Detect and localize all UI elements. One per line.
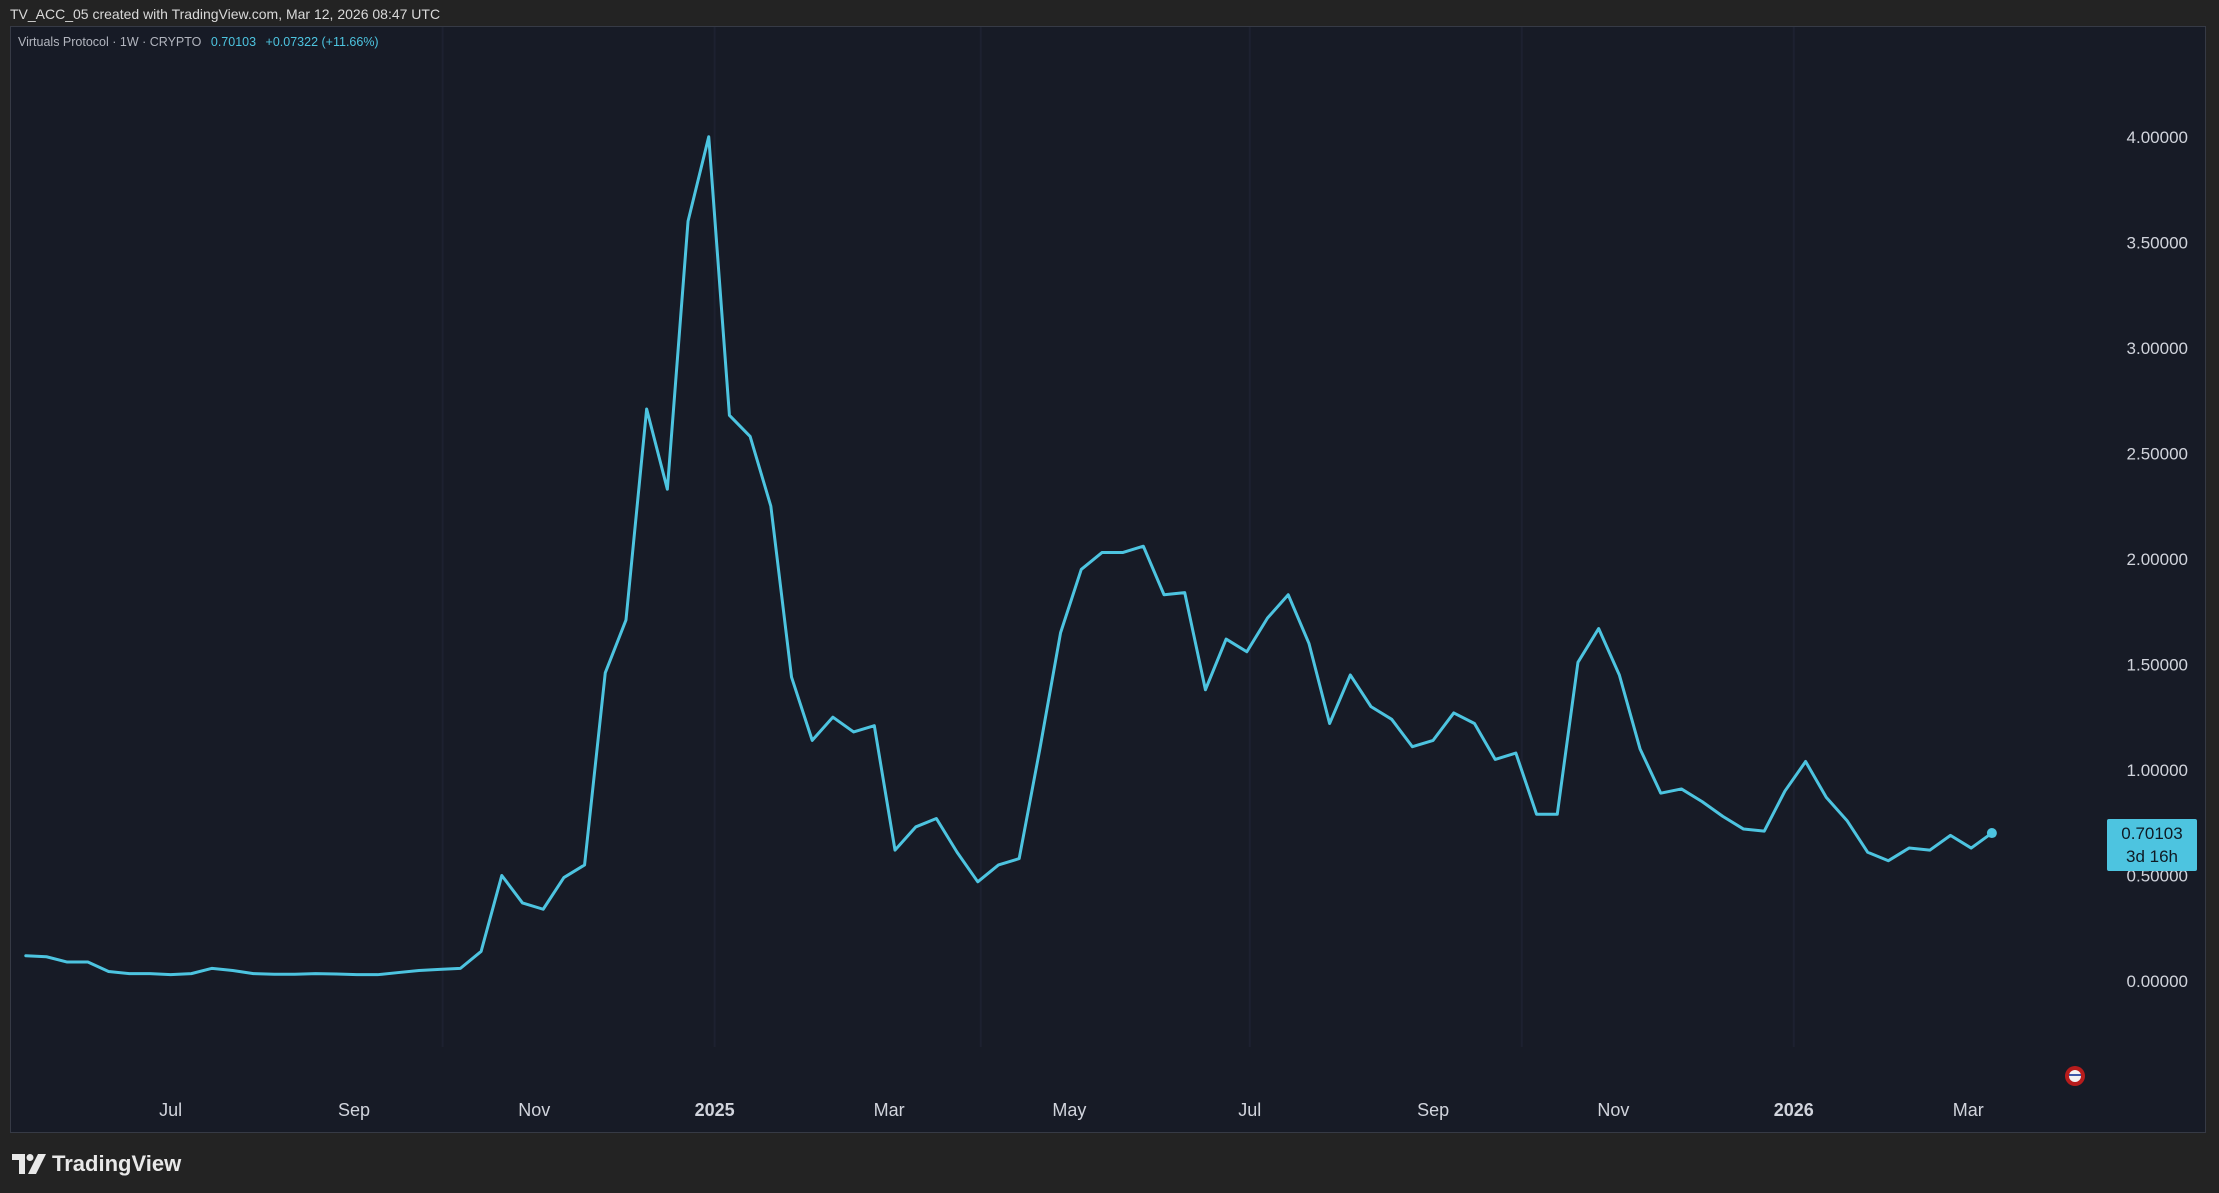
y-tick-label: 0.00000 — [2127, 972, 2188, 991]
y-tick-label: 3.50000 — [2127, 233, 2188, 252]
x-tick-label: Sep — [1417, 1100, 1449, 1120]
x-tick-label: Jul — [1238, 1100, 1261, 1120]
y-tick-label: 1.00000 — [2127, 761, 2188, 780]
grid-band-4 — [1248, 27, 1251, 1047]
x-tick-label: Sep — [338, 1100, 370, 1120]
symbol-legend[interactable]: Virtuals Protocol · 1W · CRYPTO 0.70103 … — [18, 35, 379, 49]
y-tick-label: 4.00000 — [2127, 128, 2188, 147]
brand[interactable]: TradingView — [12, 1151, 181, 1177]
symbol-title: Virtuals Protocol · 1W · CRYPTO — [18, 35, 202, 49]
us-flag-icon-stripe — [2069, 1074, 2081, 1076]
last-price-value: 0.70103 — [2121, 824, 2182, 843]
price-chart[interactable]: 4.00000 3.50000 3.00000 2.50000 2.00000 1.500… — [11, 27, 2206, 1133]
brand-name: TradingView — [52, 1151, 182, 1176]
last-price-badge[interactable] — [2107, 819, 2197, 872]
x-tick-label: Mar — [874, 1100, 905, 1120]
series-line[interactable] — [24, 135, 1994, 977]
chart-caption: TV_ACC_05 created with TradingView.com, … — [10, 6, 441, 22]
y-tick-label: 1.50000 — [2127, 655, 2188, 674]
x-tick-label: Nov — [518, 1100, 550, 1120]
grid-band-5 — [1520, 27, 1523, 1047]
footer-bar: TradingView — [0, 1135, 2219, 1193]
x-tick-label: Nov — [1597, 1100, 1629, 1120]
x-tick-label: May — [1052, 1100, 1086, 1120]
x-tick-label: Jul — [159, 1100, 182, 1120]
y-tick-label: 0.50000 — [2127, 866, 2188, 885]
y-tick-label: 2.50000 — [2127, 444, 2188, 463]
legend-change: +0.07322 (+11.66%) — [265, 35, 379, 49]
grid-band-2 — [713, 27, 716, 1047]
grid-band-6 — [1792, 27, 1795, 1047]
chart-panel[interactable]: 4.00000 3.50000 3.00000 2.50000 2.00000 1.500… — [10, 26, 2206, 1133]
bar-countdown: 3d 16h — [2126, 847, 2178, 866]
last-price-dot — [1986, 828, 1997, 839]
x-tick-label: 2026 — [1774, 1100, 1814, 1120]
y-tick-label: 3.00000 — [2127, 339, 2188, 358]
x-tick-label: Mar — [1953, 1100, 1984, 1120]
y-tick-label: 2.00000 — [2127, 550, 2188, 569]
grid-band-1 — [441, 27, 444, 1047]
grid-band-3 — [979, 27, 982, 1047]
legend-price: 0.70103 — [210, 35, 257, 49]
x-tick-label: 2025 — [695, 1100, 735, 1120]
tradingview-logo-icon — [12, 1154, 46, 1174]
